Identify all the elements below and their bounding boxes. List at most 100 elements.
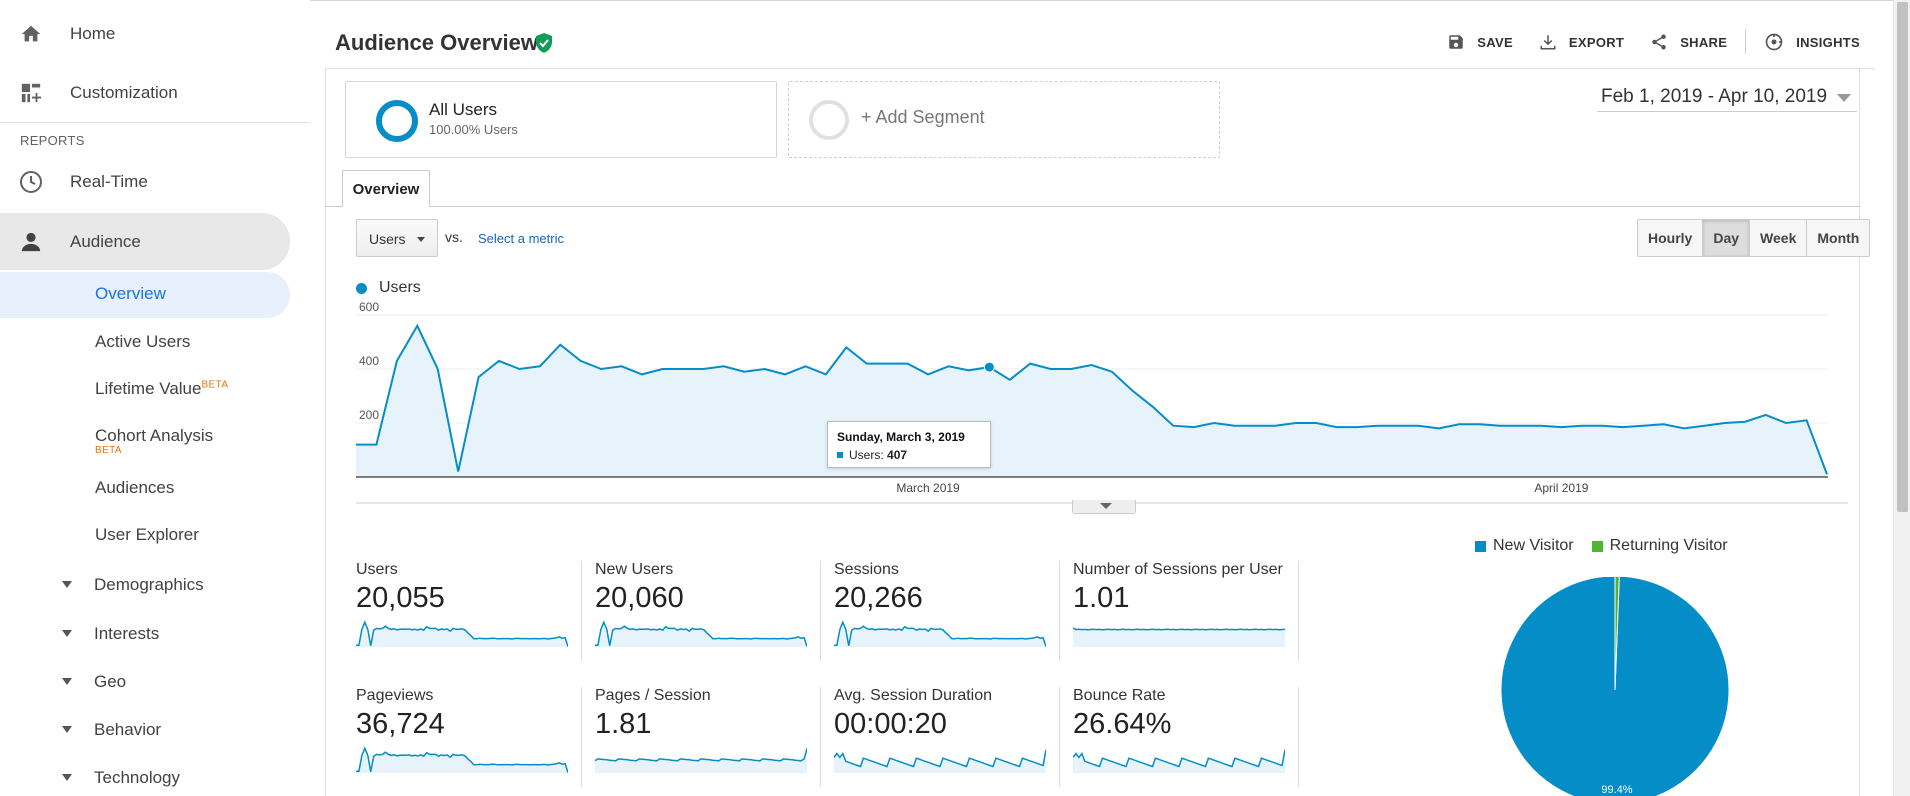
page-title: Audience Overview	[335, 30, 538, 55]
metric-value: 36,724	[356, 708, 445, 740]
visitor-pie-chart[interactable]: 99.4%	[1495, 577, 1735, 796]
series-swatch	[837, 452, 843, 458]
tooltip-label: Users:	[849, 448, 884, 462]
toolbar-divider	[1745, 30, 1747, 54]
chart-legend-users[interactable]: Users	[356, 279, 421, 297]
sidebar-item-audiences[interactable]: Audiences	[95, 478, 175, 497]
legend-returning-visitor[interactable]: Returning Visitor	[1591, 537, 1728, 555]
chart-tick-label: 400	[359, 354, 379, 368]
metric-sparkline	[356, 620, 568, 647]
metric-sparkline	[1073, 627, 1285, 647]
add-segment-button[interactable]: + Add Segment	[788, 81, 1220, 158]
metric-sessions[interactable]: Sessions 20,266	[834, 561, 1054, 661]
export-label: EXPORT	[1568, 34, 1625, 50]
sparkline-line	[834, 620, 1046, 647]
granularity-hourly[interactable]: Hourly	[1638, 220, 1704, 256]
share-button[interactable]: SHARE	[1650, 33, 1727, 51]
chart-tick-label: 600	[359, 300, 379, 314]
insights-button[interactable]: INSIGHTS	[1764, 32, 1860, 52]
metric-label: Users	[356, 561, 398, 578]
sparkline-line	[356, 620, 568, 647]
metric-divider	[1059, 687, 1060, 787]
vs-label: vs.	[445, 229, 463, 245]
metric-value: 1.01	[1073, 582, 1130, 614]
metric-divider	[581, 561, 582, 661]
header-divider	[325, 68, 1875, 69]
select-metric-link[interactable]: Select a metric	[478, 231, 564, 246]
download-icon	[1540, 35, 1556, 50]
chevron-down-icon	[1100, 503, 1112, 509]
sidebar-item-user-explorer[interactable]: User Explorer	[95, 525, 199, 544]
sparkline-area	[356, 748, 568, 773]
collapse-chart-button[interactable]	[1072, 500, 1136, 514]
expand-triangle-icon	[62, 678, 72, 685]
chart-x-label: March 2019	[896, 481, 960, 495]
expand-triangle-icon	[62, 630, 72, 637]
granularity-month[interactable]: Month	[1817, 230, 1860, 246]
sidebar-item-cohort-analysis[interactable]: Cohort Analysis BETA	[95, 426, 213, 456]
sparkline-area	[595, 622, 807, 647]
metric-label: New Users	[595, 561, 674, 578]
metric-sparkline	[595, 748, 807, 773]
page-scrollbar[interactable]	[1893, 0, 1910, 796]
metric-pages-per-session[interactable]: Pages / Session 1.81	[595, 687, 815, 787]
sidebar-item-active-users[interactable]: Active Users	[95, 332, 191, 351]
sidebar-item-label: Lifetime Value	[95, 379, 202, 398]
metric-divider	[820, 687, 821, 787]
chart-tooltip: Sunday, March 3, 2019 Users: 407	[827, 421, 991, 468]
expand-triangle-icon	[62, 774, 72, 781]
users-line-chart[interactable]: 600 400 200 March 2019 April 2019	[330, 295, 1865, 510]
tab-overview[interactable]: Overview	[342, 170, 430, 207]
metric-label: Pageviews	[356, 687, 434, 704]
legend-label: Returning Visitor	[1609, 537, 1728, 554]
granularity-day[interactable]: Day	[1703, 220, 1751, 256]
metric-new-users[interactable]: New Users 20,060	[595, 561, 815, 661]
home-icon	[18, 21, 44, 47]
verified-shield-icon	[535, 33, 553, 58]
expand-triangle-icon	[62, 581, 72, 588]
sparkline-area	[834, 622, 1046, 647]
pie-slice-label: 99.4%	[1601, 784, 1632, 796]
overview-highlight	[0, 272, 290, 318]
metric-divider	[581, 687, 582, 787]
sidebar-item-overview[interactable]: Overview	[95, 284, 166, 303]
granularity-week[interactable]: Week	[1750, 220, 1808, 256]
share-icon	[1652, 34, 1666, 50]
sidebar-item-lifetime-value[interactable]: Lifetime ValueBETA	[95, 379, 228, 399]
save-button[interactable]: SAVE	[1447, 33, 1513, 51]
metric-avg-session-duration[interactable]: Avg. Session Duration 00:00:20	[834, 687, 1054, 787]
audience-highlight	[0, 213, 290, 270]
metric-users[interactable]: Users 20,055	[356, 561, 576, 661]
legend-new-visitor[interactable]: New Visitor	[1475, 537, 1574, 555]
sidebar-item-label: Technology	[94, 768, 181, 787]
sparkline-line	[1073, 749, 1285, 768]
metric-value: 20,266	[834, 582, 923, 614]
metric-sparkline	[834, 620, 1046, 647]
sparkline-area	[1073, 627, 1285, 647]
metric-label: Sessions	[834, 561, 899, 578]
save-icon	[1449, 35, 1464, 49]
legend-label: New Visitor	[1493, 537, 1574, 554]
sidebar-divider	[0, 122, 310, 123]
sidebar-item-label: Audience	[70, 232, 141, 251]
metric-sessions-per-user[interactable]: Number of Sessions per User 1.01	[1073, 561, 1293, 661]
export-button[interactable]: EXPORT	[1539, 33, 1624, 51]
legend-swatch	[1591, 540, 1603, 552]
segment-all-users[interactable]: All Users 100.00% Users	[345, 81, 777, 158]
beta-badge: BETA	[201, 379, 229, 391]
metric-select[interactable]: Users	[356, 219, 438, 257]
sidebar-item-label: Cohort Analysis	[95, 426, 214, 445]
metric-value: 26.64%	[1073, 708, 1172, 740]
sparkline-area	[595, 748, 807, 773]
scrollbar-thumb[interactable]	[1897, 2, 1908, 512]
metric-bounce-rate[interactable]: Bounce Rate 26.64%	[1073, 687, 1293, 787]
metric-label: Avg. Session Duration	[834, 687, 993, 704]
metric-sparkline	[834, 749, 1046, 773]
metric-divider	[1059, 561, 1060, 661]
tab-divider	[325, 206, 1860, 207]
share-label: SHARE	[1680, 34, 1728, 50]
date-range-picker[interactable]: Feb 1, 2019 - Apr 10, 2019	[1597, 84, 1857, 112]
chart-tick-label: 200	[359, 408, 379, 422]
metric-pageviews[interactable]: Pageviews 36,724	[356, 687, 576, 787]
metric-label: Number of Sessions per User	[1073, 561, 1283, 578]
